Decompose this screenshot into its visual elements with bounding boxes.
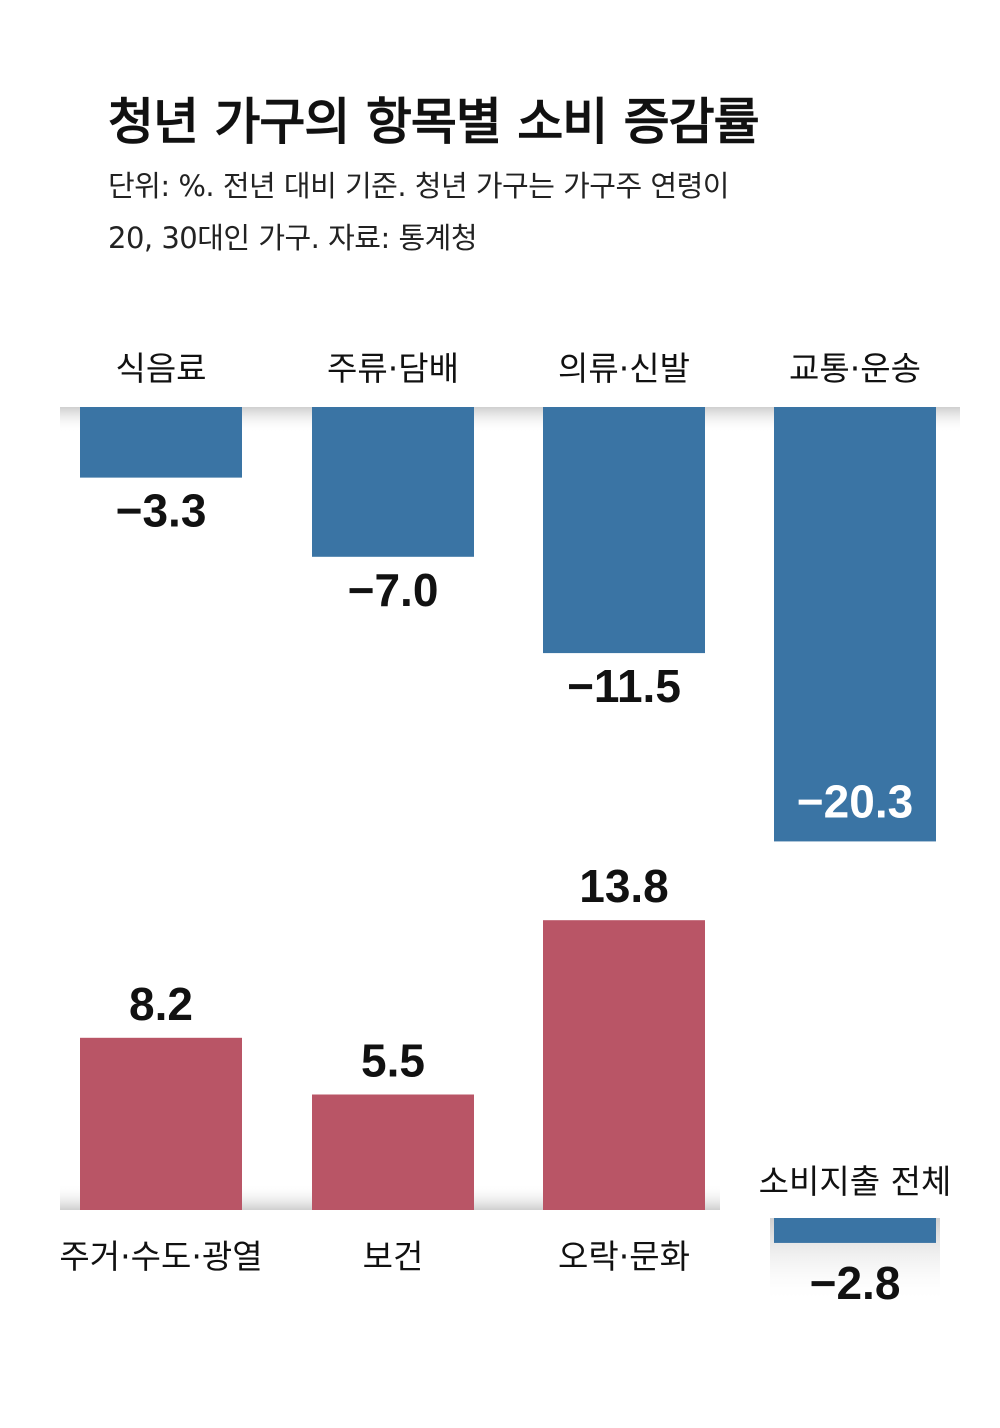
chart-title: 청년 가구의 항목별 소비 증감률 (108, 93, 760, 151)
positive-bar (80, 1037, 242, 1210)
total-bar (774, 1218, 936, 1243)
positive-value-label: 13.8 (579, 860, 669, 912)
positive-value-label: 5.5 (361, 1035, 425, 1087)
chart-subtitle-line2: 20, 30대인 가구. 자료: 통계청 (108, 221, 478, 255)
negative-value-label: −7.0 (348, 564, 439, 616)
negative-value-label: −11.5 (567, 660, 681, 712)
positive-category-label: 오락·문화 (558, 1237, 690, 1276)
positive-bar (543, 920, 705, 1210)
negative-bar (543, 407, 705, 654)
total-category-label: 소비지출 전체 (759, 1162, 952, 1201)
negative-category-label: 식음료 (115, 349, 206, 388)
total-value-label: −2.8 (810, 1257, 901, 1309)
positive-bar (312, 1094, 474, 1210)
negative-category-label: 교통·운송 (789, 349, 921, 388)
negative-category-label: 의류·신발 (558, 349, 690, 388)
negative-value-label: −20.3 (797, 775, 913, 827)
negative-category-label: 주류·담배 (327, 349, 459, 388)
positive-category-label: 보건 (363, 1237, 424, 1276)
positive-category-label: 주거·수도·광열 (59, 1237, 262, 1276)
negative-bar (312, 407, 474, 557)
negative-bar (774, 407, 936, 842)
total-bar-group: 소비지출 전체 −2.8 (759, 1162, 952, 1309)
negative-value-label: −3.3 (116, 485, 207, 537)
positive-bars-group: 8.2 주거·수도·광열 5.5 보건 13.8 오락·문화 (59, 860, 720, 1276)
positive-value-label: 8.2 (129, 978, 193, 1030)
negative-bar (80, 407, 242, 478)
negative-bars-group: 식음료 −3.3 주류·담배 −7.0 의류·신발 −11.5 교통·운송 −20.3 (60, 349, 960, 842)
chart-subtitle-line1: 단위: %. 전년 대비 기준. 청년 가구는 가구주 연령이 (108, 169, 729, 203)
